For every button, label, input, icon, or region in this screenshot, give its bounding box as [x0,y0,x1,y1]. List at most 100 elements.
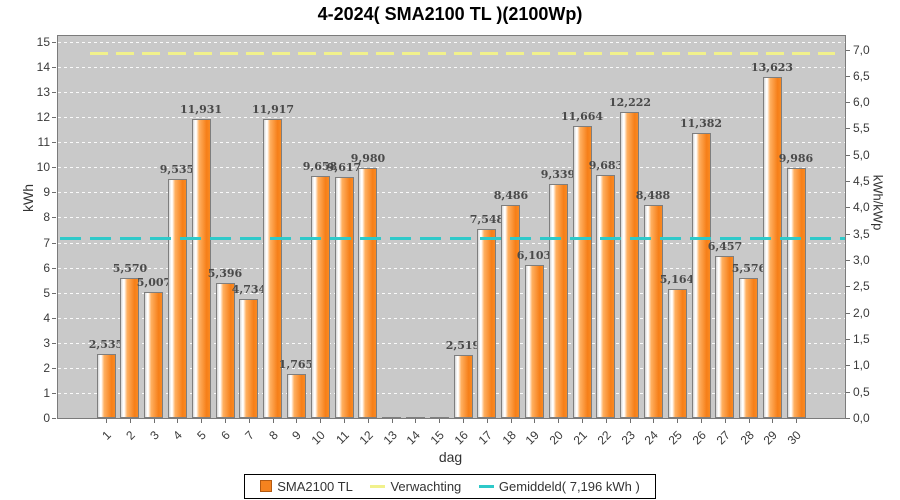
left-axis-tick-label: 4 [43,311,50,325]
x-axis-tick [439,419,440,423]
right-axis-tick [846,313,850,314]
right-axis-tick-label: 3,5 [853,227,870,241]
gridline [58,42,845,43]
right-axis-tick [846,50,850,51]
x-axis-tick [249,419,250,423]
left-axis-tick [52,192,56,193]
bar-value-label: 11,917 [251,103,295,116]
left-axis-tick [52,167,56,168]
bar [573,126,592,418]
gridline [58,92,845,94]
x-axis-tick [630,419,631,423]
chart-title: 4-2024( SMA2100 TL )(2100Wp) [317,4,583,24]
bar-value-label: 8,488 [635,189,671,202]
bar-value-label: 6,457 [707,240,743,253]
x-axis-tick [534,419,535,423]
x-axis-tick [701,419,702,423]
legend-label-series: SMA2100 TL [277,479,353,495]
x-axis-tick [558,419,559,423]
bar [692,133,711,418]
series-swatch-icon [260,480,273,493]
bar [311,176,330,418]
bar [549,184,568,418]
plot-area: 2,535 5,570 5,007 9,535 11,931 5,396 4,734 11,9… [57,35,846,419]
bar [477,229,496,418]
x-axis-tick [344,419,345,423]
bar-value-label: 1,765 [278,358,314,371]
x-axis-title: dag [438,449,463,465]
bar [97,354,116,418]
bar [358,168,377,418]
bar [335,177,354,418]
right-axis-tick-label: 5,5 [853,121,870,135]
left-axis-tick-label: 2 [43,361,50,375]
bar-value-label: 5,164 [659,273,695,286]
left-axis-tick [52,217,56,218]
x-axis-tick [177,419,178,423]
gridline [58,142,845,144]
legend-label-average: Gemiddeld( 7,196 kWh ) [498,479,640,495]
left-axis-tick-label: 12 [36,110,50,124]
x-axis-tick [606,419,607,423]
x-axis-tick [154,419,155,423]
bar-value-label: 9,658 [302,160,338,173]
bar [287,374,306,418]
left-axis-tick-label: 11 [37,135,50,149]
right-axis-tick-label: 4,5 [853,174,870,188]
bar [454,355,473,418]
bar-value-label: 9,980 [350,152,386,165]
right-axis-tick [846,234,850,235]
right-axis-tick [846,339,850,340]
right-axis-tick [846,181,850,182]
bar-value-label: 11,931 [179,103,223,116]
right-axis-tick-label: 2,0 [853,306,870,320]
right-axis-tick [846,418,850,419]
gridline [58,292,845,294]
x-axis-tick [225,419,226,423]
legend-item-series: SMA2100 TL [260,479,353,494]
gridline [58,392,845,394]
right-axis-tick-label: 1,0 [853,358,870,372]
x-axis-tick [796,419,797,423]
bar-value-label: 4,734 [231,283,267,296]
gridline [58,67,845,69]
average-line-icon [478,485,494,489]
bar [644,205,663,418]
left-axis-tick-label: 7 [43,236,50,250]
bar-value-label: 9,617 [326,161,362,174]
left-axis-tick [52,343,56,344]
left-axis-tick [52,293,56,294]
left-axis-tick [52,243,56,244]
left-axis-tick-label: 14 [36,60,50,74]
left-axis-tick [52,92,56,93]
right-axis-tick-label: 1,5 [853,332,870,346]
x-axis-tick [582,419,583,423]
bar-value-label: 9,535 [159,163,195,176]
expectation-line-icon [370,485,386,489]
bar [192,119,211,418]
bar-value-label: 9,683 [588,159,624,172]
gemiddeld-reference-line [60,237,845,240]
right-axis-tick-label: 3,0 [853,253,870,267]
left-axis-tick-label: 13 [36,85,50,99]
left-axis-tick [52,42,56,43]
left-axis-tick-label: 9 [43,185,50,199]
bar [382,417,401,419]
left-axis-tick-label: 0 [43,411,50,425]
right-axis-tick-label: 0,5 [853,385,870,399]
x-axis-tick [749,419,750,423]
left-axis-tick-label: 6 [43,261,50,275]
gridline [58,167,845,169]
bar-value-label: 9,339 [540,168,576,181]
gridline [58,267,845,269]
bar-value-label: 6,103 [516,249,552,262]
x-axis-tick [772,419,773,423]
bar-value-label: 11,382 [679,117,723,130]
right-axis-tick-label: 0,0 [853,411,870,425]
bar-value-label: 5,007 [136,276,172,289]
gridline [58,192,845,194]
bar-value-label: 11,664 [560,110,604,123]
gridline [58,342,845,344]
bar-value-label: 5,576 [731,262,767,275]
right-axis-tick [846,207,850,208]
